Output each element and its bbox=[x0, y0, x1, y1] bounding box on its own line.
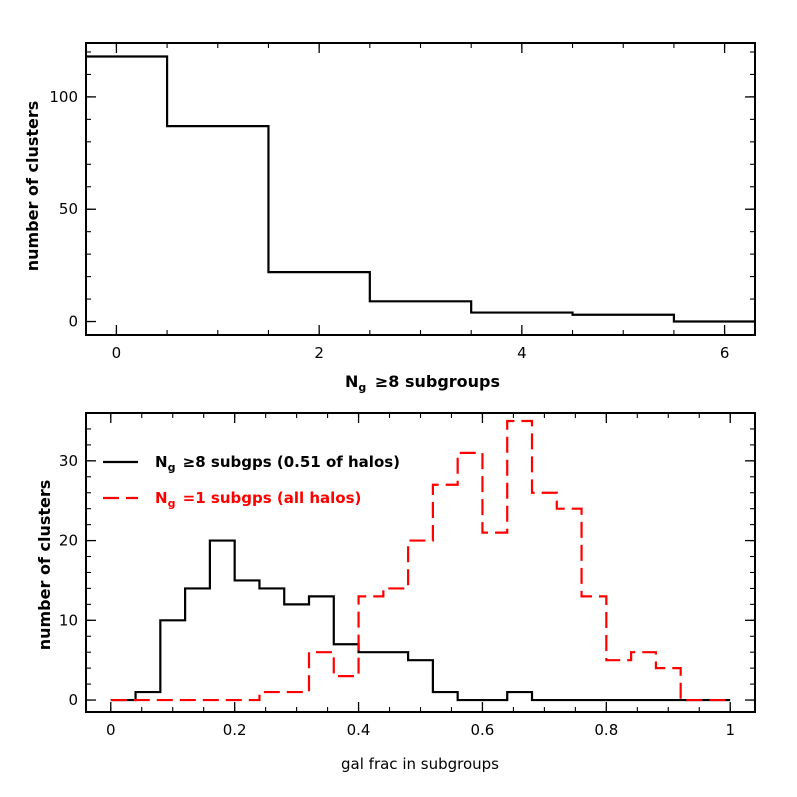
bottom-y-axis-label: number of clusters bbox=[35, 480, 54, 651]
legend-label-ng8-main: N bbox=[155, 453, 168, 471]
top-histogram-panel: 0 2 4 6 0 50 100 number of clusters Ng ≥8 subg… bbox=[23, 42, 756, 394]
legend-label-ng8-subscript: g bbox=[168, 461, 176, 474]
x-tick-label: 6 bbox=[720, 344, 730, 362]
x-tick-label: 0 bbox=[106, 721, 116, 739]
top-x-axis-label-rest: ≥8 subgroups bbox=[369, 372, 500, 391]
legend-label-ng1-subscript: g bbox=[168, 497, 176, 510]
y-tick-label: 10 bbox=[59, 611, 78, 629]
x-tick-label: 2 bbox=[314, 344, 324, 362]
y-tick-label: 50 bbox=[59, 200, 78, 218]
y-tick-label: 0 bbox=[68, 313, 78, 331]
legend-label-ng1: Ng =1 subgps (all halos) bbox=[155, 489, 361, 510]
y-tick-label: 0 bbox=[68, 691, 78, 709]
x-tick-label: 4 bbox=[517, 344, 527, 362]
y-tick-label: 100 bbox=[49, 88, 78, 106]
top-x-axis-label: Ng ≥8 subgroups bbox=[345, 372, 500, 394]
legend-label-ng8-rest: ≥8 subgps (0.51 of halos) bbox=[177, 453, 400, 471]
legend-label-ng1-rest: =1 subgps (all halos) bbox=[177, 489, 361, 507]
x-tick-label: 1 bbox=[725, 721, 735, 739]
legend-label-ng1-main: N bbox=[155, 489, 168, 507]
bottom-x-axis-label: gal frac in subgroups bbox=[341, 755, 499, 773]
top-histogram-tick-labels: 0 2 4 6 0 50 100 bbox=[49, 88, 729, 362]
x-tick-label: 0 bbox=[112, 344, 122, 362]
x-tick-label: 0.2 bbox=[223, 721, 247, 739]
y-tick-label: 20 bbox=[59, 532, 78, 550]
x-tick-label: 0.4 bbox=[347, 721, 371, 739]
x-tick-label: 0.8 bbox=[594, 721, 618, 739]
top-histogram-series-layer bbox=[86, 55, 755, 323]
histogram-series-0-0 bbox=[86, 55, 755, 323]
top-plot-frame bbox=[85, 42, 756, 336]
y-tick-label: 30 bbox=[59, 452, 78, 470]
top-x-axis-label-subscript: g bbox=[358, 381, 366, 394]
bottom-legend: Ng ≥8 subgps (0.51 of halos) Ng =1 subgp… bbox=[103, 453, 400, 510]
top-x-axis-label-main: N bbox=[345, 372, 358, 391]
bottom-histogram-series-layer bbox=[110, 419, 731, 702]
top-y-axis-label: number of clusters bbox=[23, 101, 42, 272]
bottom-plot-frame bbox=[85, 412, 756, 713]
legend-label-ng8: Ng ≥8 subgps (0.51 of halos) bbox=[155, 453, 400, 474]
histogram-series-1-1 bbox=[110, 419, 731, 702]
histogram-series-1-0 bbox=[110, 539, 731, 702]
x-tick-label: 0.6 bbox=[471, 721, 495, 739]
